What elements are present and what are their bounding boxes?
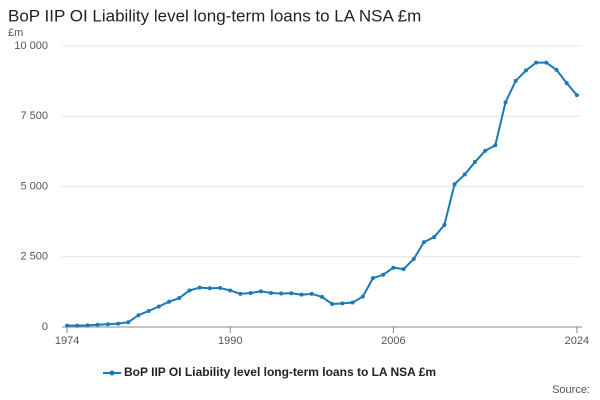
point <box>493 143 498 148</box>
point <box>442 222 447 227</box>
point <box>116 321 121 326</box>
point <box>289 291 294 296</box>
point <box>146 308 151 313</box>
point <box>156 304 161 309</box>
x-tick-label: 1990 <box>218 335 242 347</box>
point <box>197 285 202 290</box>
point <box>554 67 559 72</box>
point <box>177 296 182 301</box>
point <box>503 100 508 105</box>
point <box>85 323 90 328</box>
point <box>65 323 70 328</box>
y-tick-label: 10 000 <box>14 40 48 52</box>
point <box>513 78 518 83</box>
y-tick-label: 0 <box>42 321 48 333</box>
legend-label: BoP IIP OI Liability level long-term loa… <box>124 365 436 379</box>
point <box>330 301 335 306</box>
y-unit: £m <box>8 27 23 39</box>
series-line <box>67 61 578 327</box>
point <box>370 276 375 281</box>
point <box>279 291 284 296</box>
point <box>340 301 345 306</box>
y-tick-label: 5 000 <box>20 180 48 192</box>
point <box>483 148 488 153</box>
point <box>320 294 324 299</box>
point <box>401 267 406 272</box>
point <box>248 290 253 295</box>
point <box>238 291 243 296</box>
point <box>269 290 274 295</box>
point <box>564 81 569 86</box>
x-tick-label: 2024 <box>565 335 589 347</box>
point <box>534 60 539 65</box>
point <box>421 240 426 245</box>
point <box>258 289 263 294</box>
point <box>462 172 467 177</box>
point <box>350 300 355 305</box>
point <box>75 323 80 328</box>
point <box>391 265 396 270</box>
point <box>105 322 110 327</box>
point <box>136 313 141 318</box>
point <box>411 256 416 261</box>
point <box>207 286 212 291</box>
point <box>126 320 131 325</box>
point <box>309 291 314 296</box>
x-tick-label: 2006 <box>381 335 405 347</box>
point <box>95 322 100 327</box>
point <box>432 235 437 240</box>
point <box>574 93 579 98</box>
chart-title: BoP IIP OI Liability level long-term loa… <box>8 6 421 25</box>
point <box>299 292 304 297</box>
x-tick-label: 1974 <box>55 335 79 347</box>
point <box>523 68 528 73</box>
point <box>452 182 457 187</box>
point <box>360 294 365 299</box>
point <box>167 299 172 304</box>
y-tick-label: 2 500 <box>20 251 48 263</box>
y-tick-label: 7 500 <box>20 110 48 122</box>
point <box>228 288 233 293</box>
point <box>544 60 549 65</box>
point <box>187 288 192 293</box>
point <box>472 160 477 165</box>
source: Source: <box>552 384 590 396</box>
legend-marker <box>109 370 115 376</box>
point <box>218 285 223 290</box>
point <box>381 272 386 277</box>
